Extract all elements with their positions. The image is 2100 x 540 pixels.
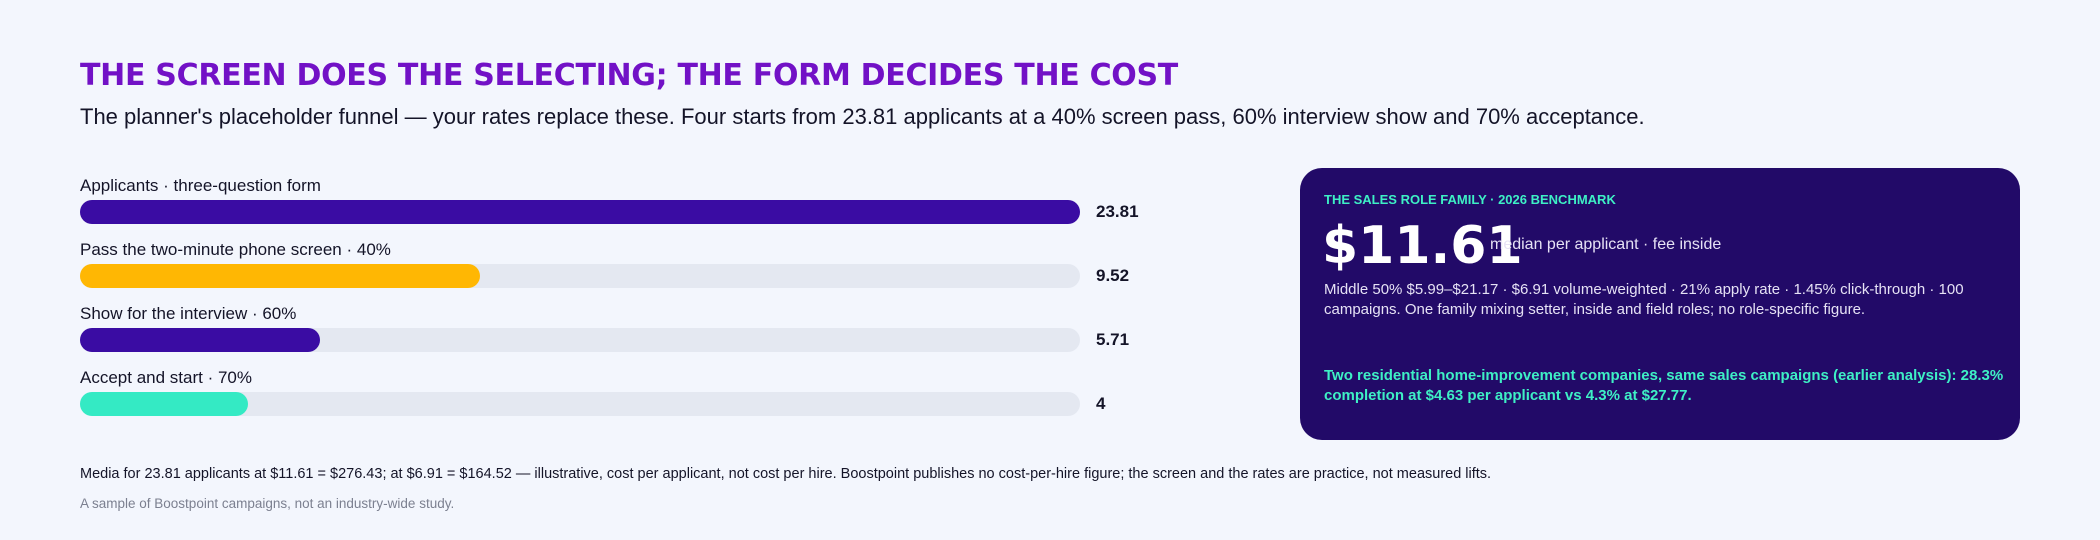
funnel-chart: Applicants · three-question form 23.81 Pas… — [80, 172, 1180, 432]
cost-footnote: Media for 23.81 applicants at $11.61 = $… — [80, 466, 1492, 482]
funnel-bar-track — [80, 200, 1080, 224]
funnel-bar — [80, 200, 1080, 224]
funnel-bar-track — [80, 264, 1080, 288]
funnel-value-label: 4 — [1096, 394, 1106, 413]
benchmark-comparison-note: Two residential home-improvement compani… — [1324, 367, 2004, 404]
funnel-bar — [80, 392, 248, 416]
benchmark-median-value: $11.61 — [1322, 216, 1523, 276]
funnel-bar-track — [80, 392, 1080, 416]
funnel-value-label: 9.52 — [1096, 266, 1130, 285]
benchmark-kicker: THE SALES ROLE FAMILY · 2026 BENCHMARK — [1324, 192, 1616, 207]
funnel-stage: Accept and start · 70% 4 — [80, 364, 1180, 428]
funnel-stage-label: Accept and start · 70% — [80, 368, 252, 387]
funnel-stage-label: Pass the two-minute phone screen · 40% — [80, 240, 391, 259]
funnel-stage-label: Applicants · three-question form — [80, 176, 321, 195]
funnel-stage: Show for the interview · 60% 5.71 — [80, 300, 1180, 364]
chart-title: THE SCREEN DOES THE SELECTING; THE FORM … — [80, 58, 1178, 93]
funnel-bar — [80, 264, 480, 288]
funnel-stage-label: Show for the interview · 60% — [80, 304, 297, 323]
chart-subtitle: The planner's placeholder funnel — your … — [80, 104, 1645, 129]
source-note: A sample of Boostpoint campaigns, not an… — [80, 496, 455, 511]
funnel-value-label: 5.71 — [1096, 330, 1130, 349]
benchmark-card: THE SALES ROLE FAMILY · 2026 BENCHMARK $… — [1300, 168, 2020, 440]
benchmark-detail: Middle 50% $5.99–$21.17 · $6.91 volume-w… — [1324, 281, 1964, 318]
funnel-bar — [80, 328, 320, 352]
funnel-stage: Pass the two-minute phone screen · 40% 9.… — [80, 236, 1180, 300]
funnel-value-label: 23.81 — [1096, 202, 1139, 221]
funnel-stage: Applicants · three-question form 23.81 — [80, 172, 1180, 236]
funnel-bar-track — [80, 328, 1080, 352]
benchmark-median-caption: median per applicant · fee inside — [1490, 236, 1722, 253]
